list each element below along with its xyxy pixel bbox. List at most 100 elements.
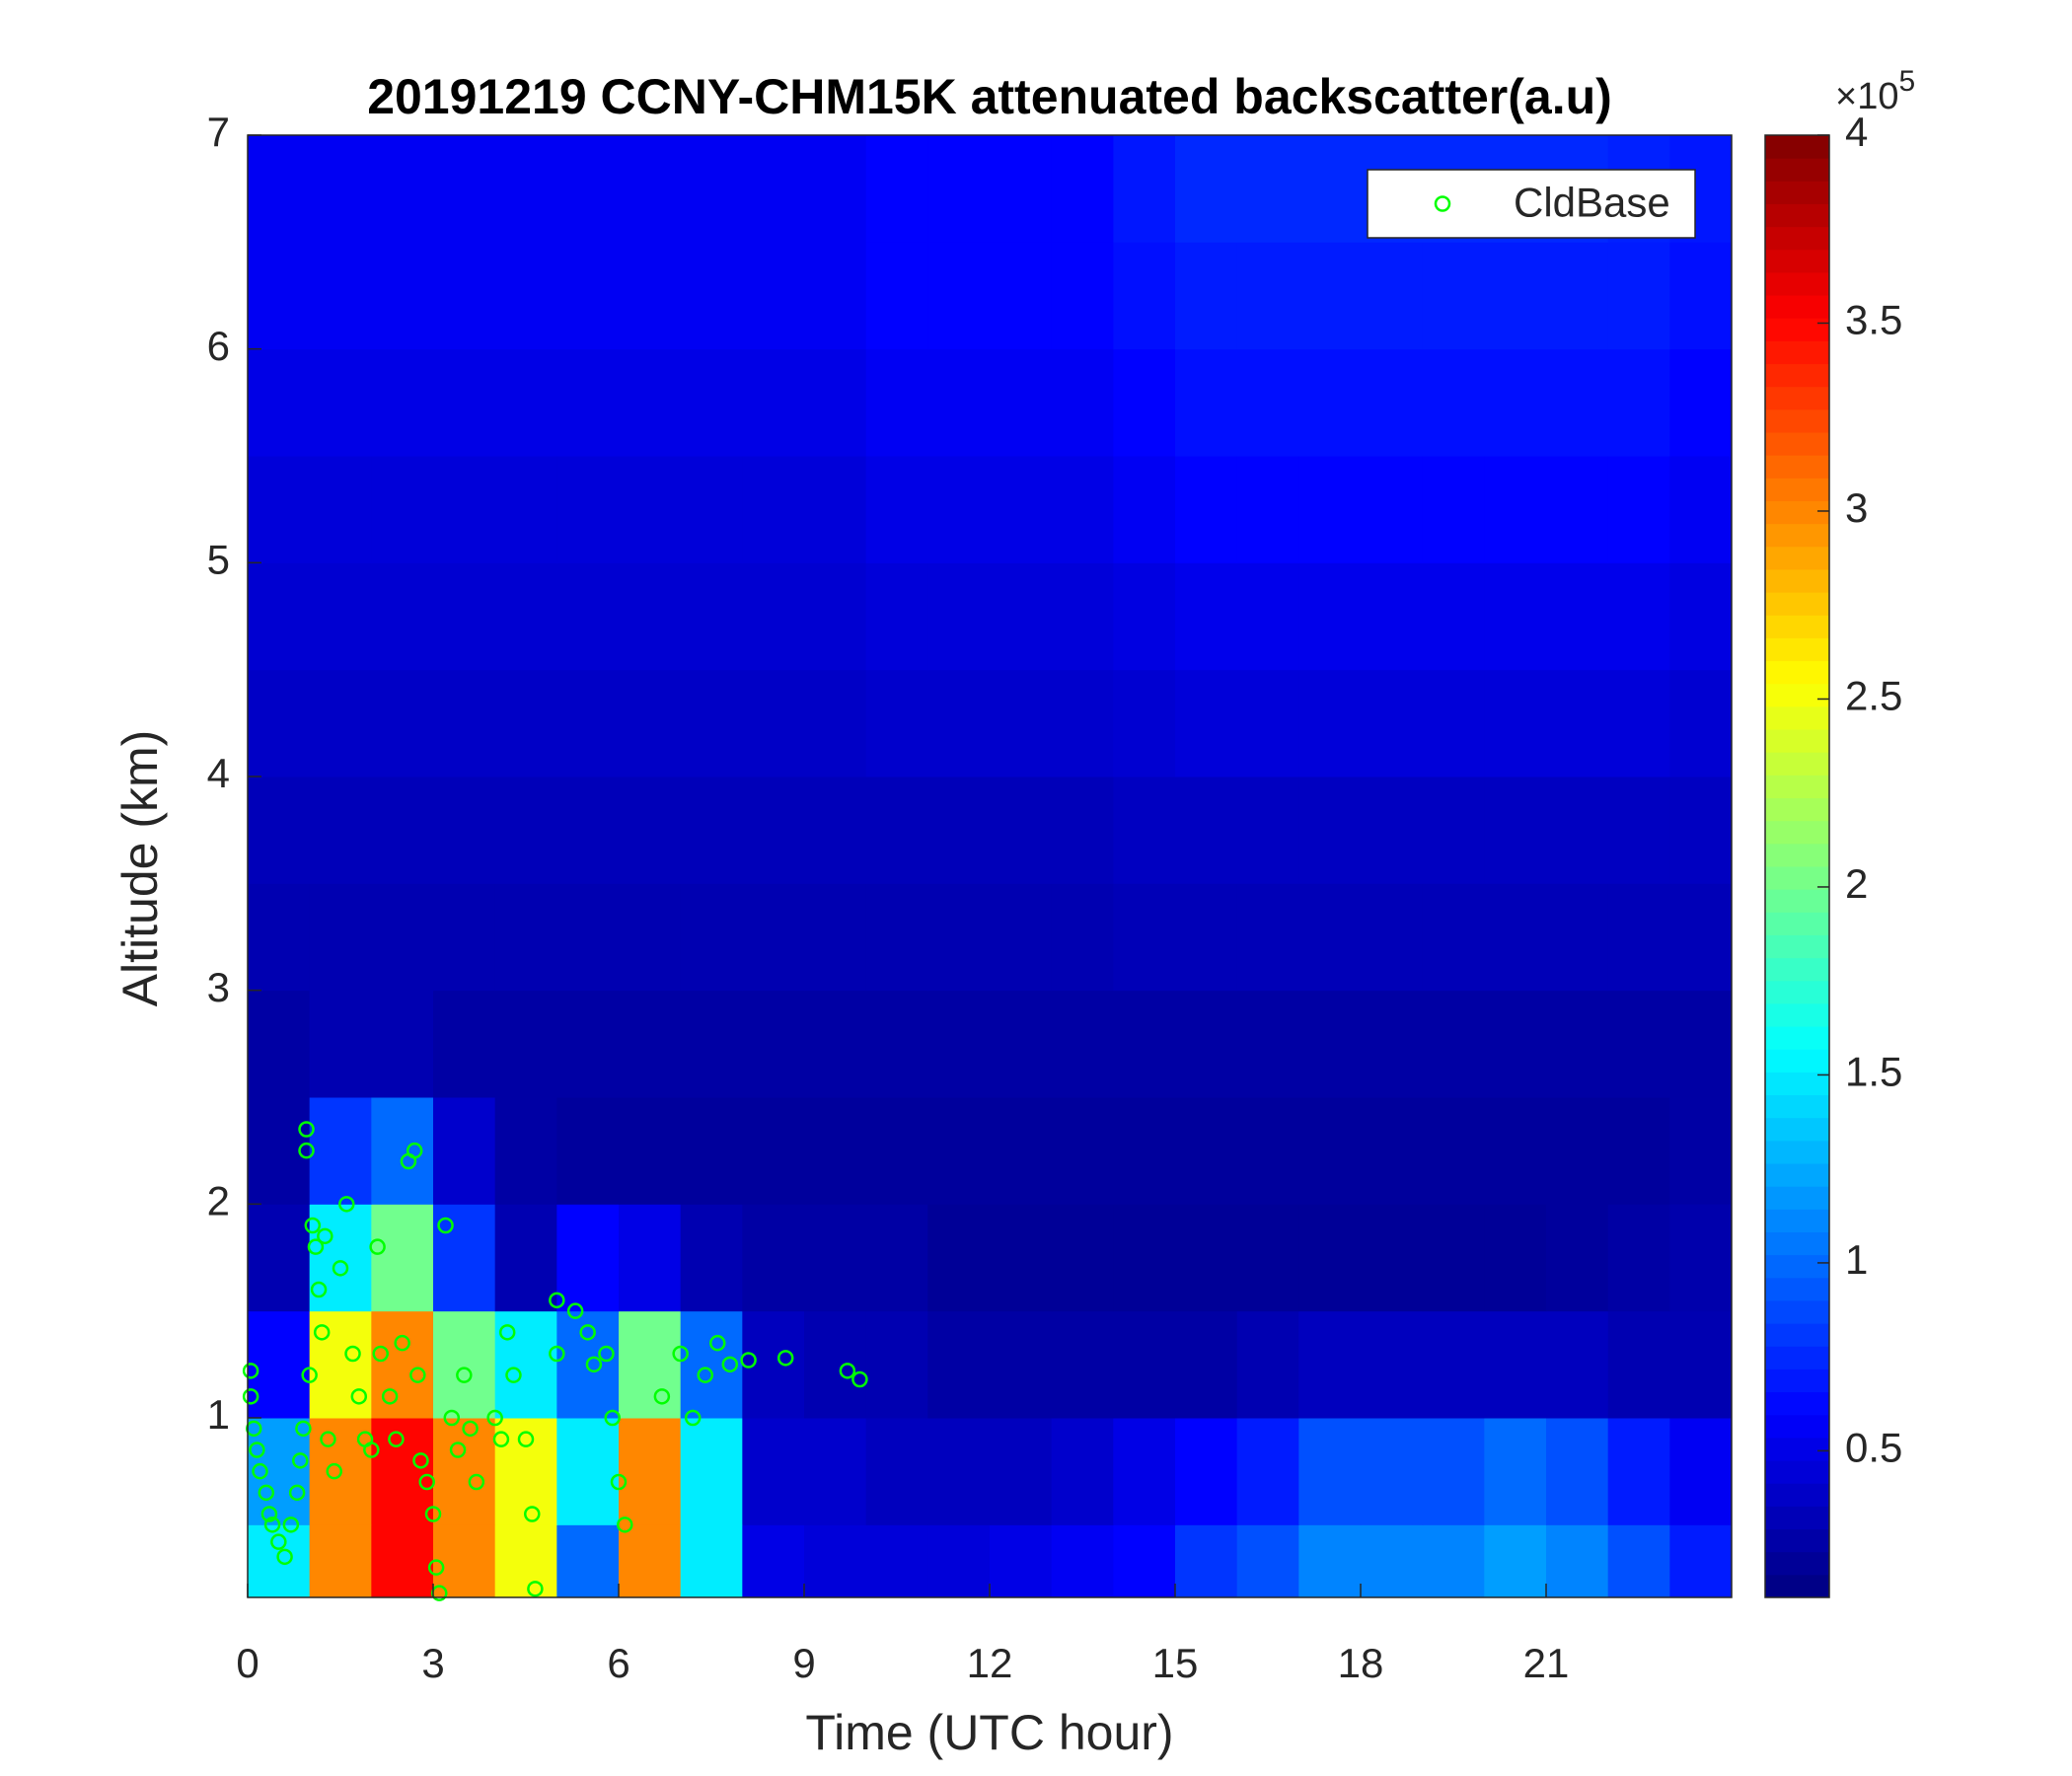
y-tick-label: 1	[207, 1391, 230, 1438]
heat-cell	[1051, 777, 1114, 884]
cloud-base-point	[468, 1473, 485, 1491]
cloud-base-point	[276, 1548, 293, 1566]
heat-cell	[865, 1418, 928, 1525]
colorbar-step	[1765, 820, 1829, 845]
cloud-base-point	[549, 1345, 565, 1363]
heat-cell	[1546, 562, 1609, 671]
heat-cell	[1669, 1310, 1733, 1419]
heat-cell	[619, 1204, 682, 1312]
heat-cell	[1669, 777, 1733, 884]
heat-cell	[371, 242, 434, 350]
colorbar-step	[1765, 1117, 1829, 1142]
heat-cell	[1361, 990, 1424, 1098]
heat-cell	[1546, 1310, 1609, 1419]
colorbar-step	[1765, 1391, 1829, 1416]
heat-cell	[1051, 348, 1114, 457]
heat-cell	[1236, 135, 1299, 243]
heat-cell	[1236, 669, 1299, 777]
cloud-base-point	[409, 1367, 426, 1383]
heat-cell	[1236, 1524, 1299, 1598]
cloud-base-point	[427, 1559, 445, 1576]
heat-cell	[619, 777, 682, 884]
heat-cell	[990, 242, 1053, 350]
heat-cell	[1546, 777, 1609, 884]
colorbar-step	[1765, 408, 1829, 433]
cloud-base-point	[270, 1533, 287, 1550]
y-tick-label: 5	[207, 536, 230, 582]
cloud-base-point	[492, 1431, 510, 1447]
heat-cell	[1546, 1524, 1609, 1598]
heat-cell	[865, 562, 928, 671]
cloud-base-point	[242, 1388, 259, 1405]
heat-cell	[619, 562, 682, 671]
colorbar-step	[1765, 1163, 1829, 1187]
heat-cell	[556, 669, 620, 777]
heat-cell	[309, 1524, 372, 1598]
heat-cell	[1484, 348, 1547, 457]
cloud-base-point	[456, 1367, 473, 1383]
heat-cell	[1236, 456, 1299, 563]
heat-cell	[248, 669, 311, 777]
cloud-base-point	[242, 1363, 259, 1379]
heat-cell	[1607, 1418, 1670, 1525]
heat-cell	[1298, 456, 1362, 563]
cloud-base-point	[412, 1452, 429, 1469]
heat-cell	[494, 135, 557, 243]
colorbar-step	[1765, 340, 1829, 365]
heat-cell	[742, 1418, 805, 1525]
cloud-base-point	[418, 1473, 435, 1491]
heat-cell	[1175, 777, 1238, 884]
heat-cell	[1669, 1524, 1733, 1598]
heat-cell	[804, 456, 867, 563]
cloud-base-point	[313, 1324, 331, 1341]
heat-cell	[309, 883, 372, 992]
heat-cell	[433, 1524, 496, 1598]
cloud-base-point	[437, 1217, 454, 1234]
cloud-base-point	[288, 1484, 306, 1502]
colorbar-step	[1765, 1551, 1829, 1576]
heat-cell	[1236, 1097, 1299, 1205]
heat-cell	[865, 1524, 928, 1598]
heat-cell	[1422, 1418, 1485, 1525]
heat-cell	[1175, 456, 1238, 563]
heat-cell	[1607, 669, 1670, 777]
heat-cell	[619, 456, 682, 563]
cloud-base-point	[549, 1292, 565, 1309]
colorbar-step	[1765, 546, 1829, 570]
heat-cell	[494, 883, 557, 992]
scale-base: ×10	[1835, 76, 1898, 117]
heat-cell	[1669, 562, 1733, 671]
cloud-base-point	[709, 1334, 726, 1352]
heat-cell	[1175, 1310, 1238, 1419]
heat-cell	[1422, 348, 1485, 457]
heat-cell	[1298, 348, 1362, 457]
heat-cell	[1051, 1310, 1114, 1419]
heat-cell	[1175, 990, 1238, 1098]
heat-cell	[742, 1310, 805, 1419]
heat-cell	[556, 242, 620, 350]
heat-cell	[990, 1310, 1053, 1419]
cloud-base-point	[249, 1442, 265, 1458]
heat-cell	[619, 135, 682, 243]
heat-cell	[927, 1418, 991, 1525]
heat-cell	[1669, 990, 1733, 1098]
heat-cell	[433, 242, 496, 350]
heat-cell	[742, 1524, 805, 1598]
heat-cell	[619, 1310, 682, 1419]
heat-cell	[865, 1310, 928, 1419]
heat-cell	[1422, 669, 1485, 777]
heat-cell	[1607, 990, 1670, 1098]
colorbar-step	[1765, 1026, 1829, 1050]
heat-cell	[619, 990, 682, 1098]
heat-cell	[742, 990, 805, 1098]
heat-cell	[433, 1418, 496, 1525]
heat-cell	[619, 242, 682, 350]
x-tick-label: 3	[421, 1640, 444, 1686]
heat-cell	[1298, 135, 1362, 243]
heat-cell	[680, 242, 743, 350]
heat-cell	[619, 1524, 682, 1598]
y-axis-label: Altitude (km)	[112, 730, 168, 1007]
colorbar-step	[1765, 1072, 1829, 1096]
heat-cell	[556, 562, 620, 671]
